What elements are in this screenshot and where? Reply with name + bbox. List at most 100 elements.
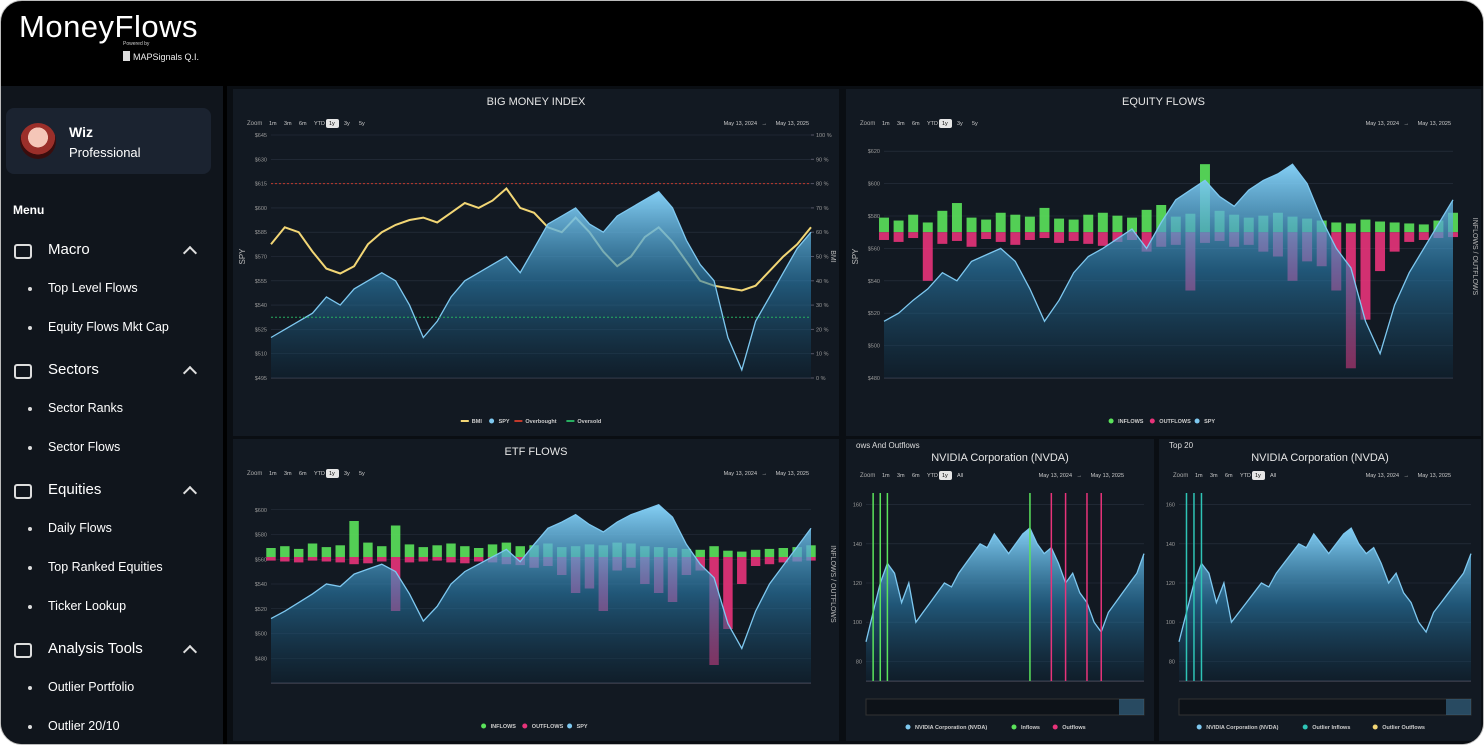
flow-bar: [404, 557, 415, 563]
zoom-button[interactable]: 3y: [344, 121, 350, 127]
zoom-button[interactable]: YTD: [314, 121, 325, 127]
flow-bar: [981, 219, 992, 233]
legend-swatch: [1194, 418, 1200, 424]
zoom-button[interactable]: YTD: [1240, 473, 1251, 479]
legend-label[interactable]: Inflows: [1021, 725, 1040, 731]
range-to: May 13, 2025: [1091, 473, 1124, 479]
zoom-button[interactable]: 3m: [897, 473, 905, 479]
menu-section[interactable]: Sectors: [48, 361, 99, 378]
zoom-button[interactable]: YTD: [927, 121, 938, 127]
chart-title: EQUITY FLOWS: [1122, 96, 1205, 108]
y-tick-label: $600: [868, 182, 880, 188]
menu-item[interactable]: Sector Ranks: [27, 401, 124, 415]
zoom-button[interactable]: 5y: [972, 121, 978, 127]
panel-heading: ows And Outflows: [856, 441, 920, 450]
zoom-button[interactable]: 6m: [299, 121, 307, 127]
area-line: [883, 163, 1454, 356]
menu-item[interactable]: Equity Flows Mkt Cap: [28, 320, 169, 334]
legend-label[interactable]: Overbought: [525, 419, 556, 425]
legend-label[interactable]: Outflows: [1062, 725, 1086, 731]
menu-item[interactable]: Top Level Flows: [28, 281, 138, 295]
area-fill: [1179, 528, 1471, 681]
legend-label[interactable]: SPY: [499, 419, 510, 425]
zoom-button[interactable]: 1m: [1195, 473, 1203, 479]
flow-bar: [951, 203, 962, 233]
zoom-label: Zoom: [860, 473, 875, 479]
legend-label[interactable]: Outlier Inflows: [1312, 725, 1350, 731]
zoom-button[interactable]: 5y: [359, 471, 365, 477]
chart-title: BIG MONEY INDEX: [487, 96, 586, 108]
menu-item[interactable]: Outlier Portfolio: [27, 680, 135, 694]
zoom-button[interactable]: 1y: [329, 121, 335, 127]
legend-label[interactable]: BMI: [472, 419, 483, 425]
legend-label[interactable]: INFLOWS: [491, 724, 517, 730]
legend-swatch: [489, 418, 495, 424]
menu-item[interactable]: Top Ranked Equities: [28, 560, 163, 574]
flow-bar: [432, 545, 442, 557]
legend-swatch: [522, 723, 528, 729]
legend-label[interactable]: SPY: [577, 724, 588, 730]
zoom-button[interactable]: 5y: [359, 121, 365, 127]
legend-swatch: [481, 723, 487, 729]
legend-swatch: [1052, 724, 1058, 730]
legend-label[interactable]: INFLOWS: [1118, 419, 1144, 425]
y2-tick-label: 70 %: [816, 206, 829, 212]
flow-bar: [460, 557, 470, 564]
zoom-button[interactable]: YTD: [314, 471, 325, 477]
zoom-button[interactable]: 3m: [284, 121, 292, 127]
zoom-button[interactable]: 1m: [882, 121, 890, 127]
legend-label[interactable]: NVIDIA Corporation (NVDA): [915, 725, 987, 731]
user-card[interactable]: Wiz Professional: [6, 108, 211, 174]
zoom-button[interactable]: 1y: [942, 121, 948, 127]
y2-axis-label: INFLOWS / OUTFLOWS: [829, 545, 836, 623]
zoom-button[interactable]: 6m: [299, 471, 307, 477]
zoom-button[interactable]: 1y: [1255, 473, 1261, 479]
zoom-button[interactable]: 1m: [269, 121, 277, 127]
menu-item[interactable]: Daily Flows: [28, 521, 112, 535]
zoom-active: [1252, 471, 1265, 480]
legend-label[interactable]: OUTFLOWS: [532, 724, 564, 730]
legend-swatch: [905, 724, 911, 730]
section-icon: [14, 484, 32, 499]
legend-label[interactable]: Outlier Outflows: [1382, 725, 1425, 731]
menu-item[interactable]: Outlier 20/10: [28, 719, 120, 733]
y2-tick-label: 90 %: [816, 157, 829, 163]
zoom-label: Zoom: [247, 471, 262, 477]
legend-label[interactable]: NVIDIA Corporation (NVDA): [1206, 725, 1278, 731]
menu-item[interactable]: Ticker Lookup: [27, 599, 127, 613]
zoom-button[interactable]: All: [1270, 473, 1276, 479]
zoom-button[interactable]: 1y: [942, 473, 948, 479]
zoom-button[interactable]: 6m: [1225, 473, 1233, 479]
zoom-button[interactable]: 1m: [882, 473, 890, 479]
flow-bar: [321, 547, 332, 557]
zoom-button[interactable]: 6m: [912, 121, 920, 127]
zoom-button[interactable]: 3m: [897, 121, 905, 127]
area-fill: [866, 528, 1144, 681]
flow-bar: [1404, 232, 1415, 242]
range-arrow: →: [1077, 473, 1083, 479]
area-fill: [271, 504, 811, 683]
menu-section[interactable]: Analysis Tools: [48, 640, 143, 657]
flow-bar: [1010, 214, 1021, 233]
flow-bar: [723, 550, 733, 557]
zoom-button[interactable]: 1y: [329, 471, 335, 477]
legend-label[interactable]: SPY: [1204, 419, 1215, 425]
zoom-button[interactable]: All: [957, 473, 963, 479]
legend-label[interactable]: Oversold: [577, 419, 601, 425]
menu-section[interactable]: Macro: [48, 241, 90, 258]
area-line: [270, 190, 812, 372]
area-line: [270, 504, 812, 650]
zoom-button[interactable]: 3m: [1210, 473, 1218, 479]
zoom-button[interactable]: 1m: [269, 471, 277, 477]
zoom-button[interactable]: YTD: [927, 473, 938, 479]
menu-section[interactable]: Equities: [48, 481, 102, 498]
zoom-button[interactable]: 3y: [957, 121, 963, 127]
legend-label[interactable]: OUTFLOWS: [1159, 419, 1191, 425]
zoom-button[interactable]: 6m: [912, 473, 920, 479]
flow-bar: [335, 545, 345, 557]
zoom-button[interactable]: 3y: [344, 471, 350, 477]
zoom-button[interactable]: 3m: [284, 471, 292, 477]
area-fill: [271, 191, 811, 378]
y-tick-label: $570: [255, 255, 267, 261]
menu-item[interactable]: Sector Flows: [27, 440, 121, 454]
